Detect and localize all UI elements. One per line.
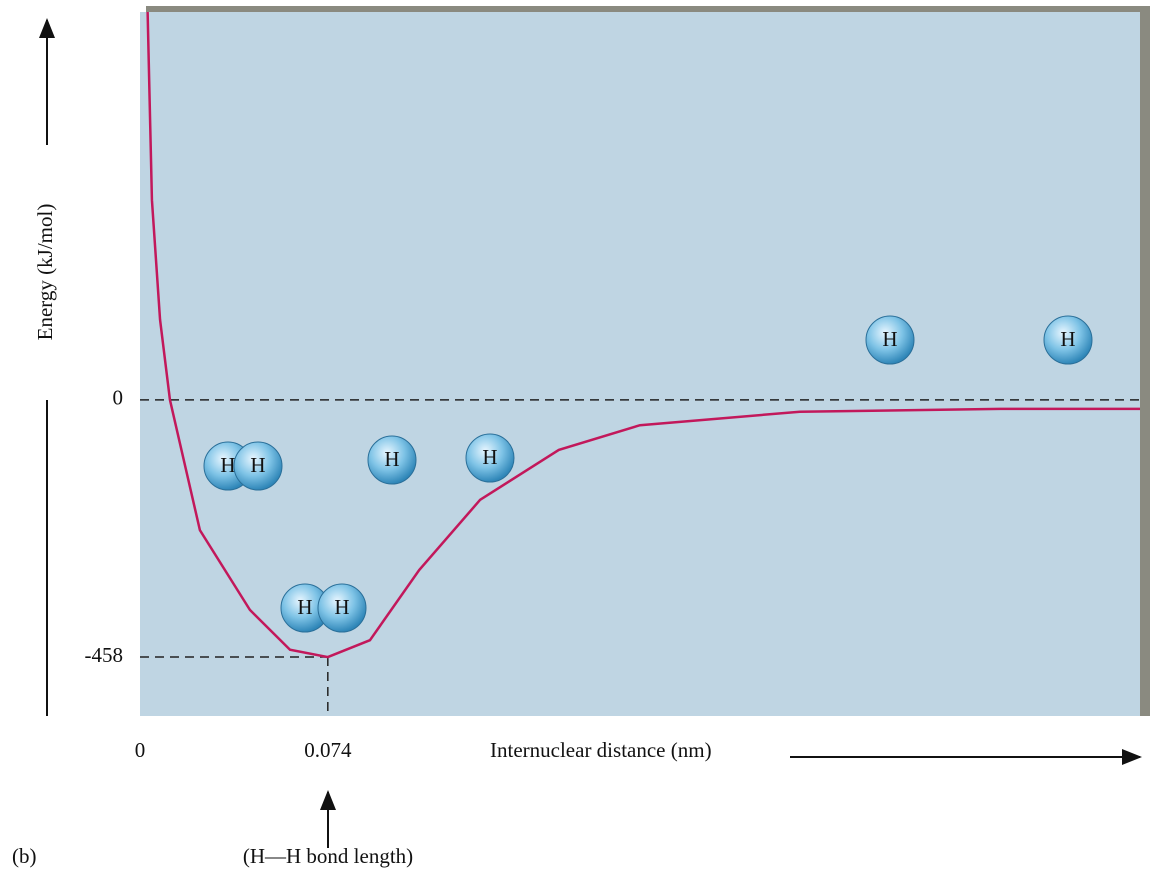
atom-label: H xyxy=(334,595,349,619)
chart: Energy (kJ/mol) Internuclear distance (n… xyxy=(0,0,1150,877)
y-tick-label: 0 xyxy=(113,386,124,410)
atom-label: H xyxy=(1060,327,1075,351)
x-axis-label: Internuclear distance (nm) xyxy=(490,738,712,762)
atom-label: H xyxy=(250,453,265,477)
atom-label: H xyxy=(384,447,399,471)
atom-label: H xyxy=(297,595,312,619)
atom-label: H xyxy=(482,445,497,469)
atom-label: H xyxy=(220,453,235,477)
y-tick-label: -458 xyxy=(85,643,124,667)
x-tick-label: 0 xyxy=(135,738,146,762)
annotation: (H—H bond length) xyxy=(243,844,413,868)
y-axis-label: Energy (kJ/mol) xyxy=(33,204,57,341)
annotation: (b) xyxy=(12,844,37,868)
x-tick-label: 0.074 xyxy=(304,738,352,762)
atom-label: H xyxy=(882,327,897,351)
